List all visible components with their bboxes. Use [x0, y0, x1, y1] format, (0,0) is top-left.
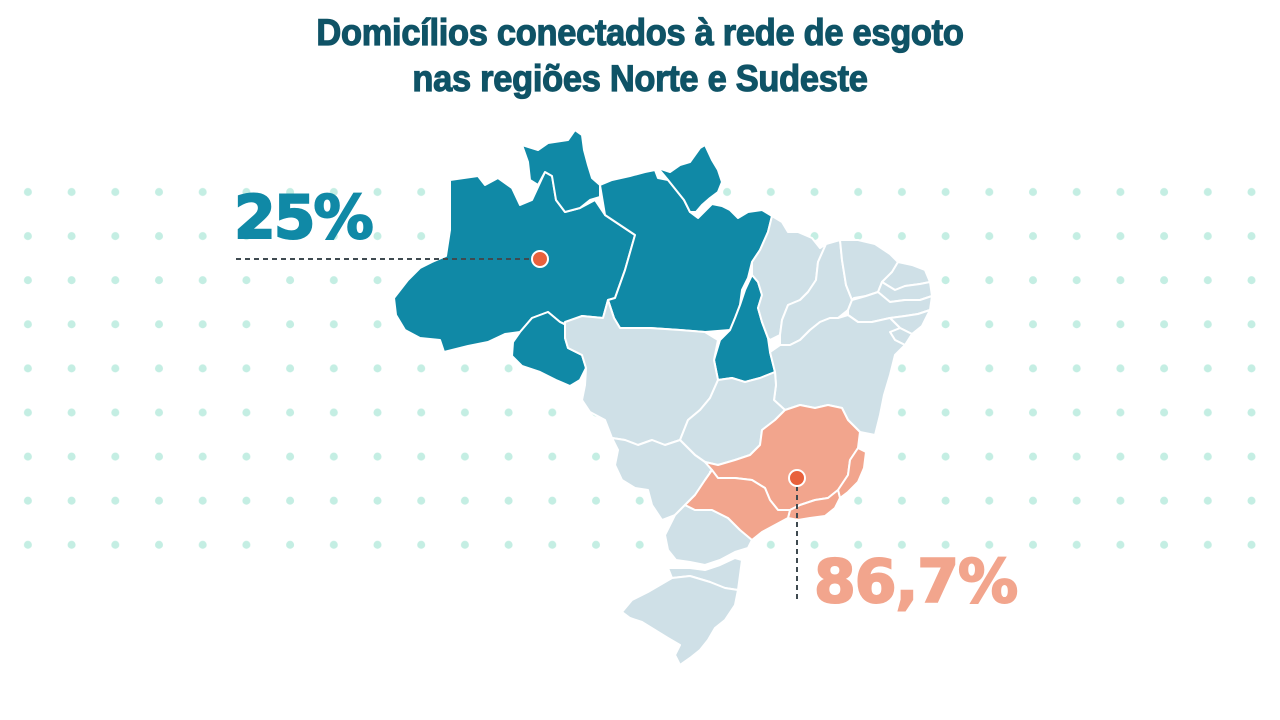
state-rio-grande-do-sul[interactable] [621, 575, 739, 666]
state-roraima[interactable] [521, 129, 601, 213]
southeast-marker[interactable] [788, 469, 806, 487]
state-espirito-santo[interactable] [837, 447, 867, 499]
title-line-1: Domicílios conectados à rede de esgoto [316, 11, 965, 53]
north-marker[interactable] [531, 250, 549, 268]
title-line-2: nas regiões Norte e Sudeste [412, 57, 869, 99]
southeast-value-label: 86,7% [813, 547, 1019, 617]
state-sao-paulo[interactable] [684, 469, 791, 541]
page-title: Domicílios conectados à rede de esgoto n… [45, 10, 1235, 102]
state-rio-de-janeiro[interactable] [787, 489, 841, 521]
state-amapa[interactable] [657, 144, 723, 213]
north-value-label: 25% [233, 183, 375, 253]
